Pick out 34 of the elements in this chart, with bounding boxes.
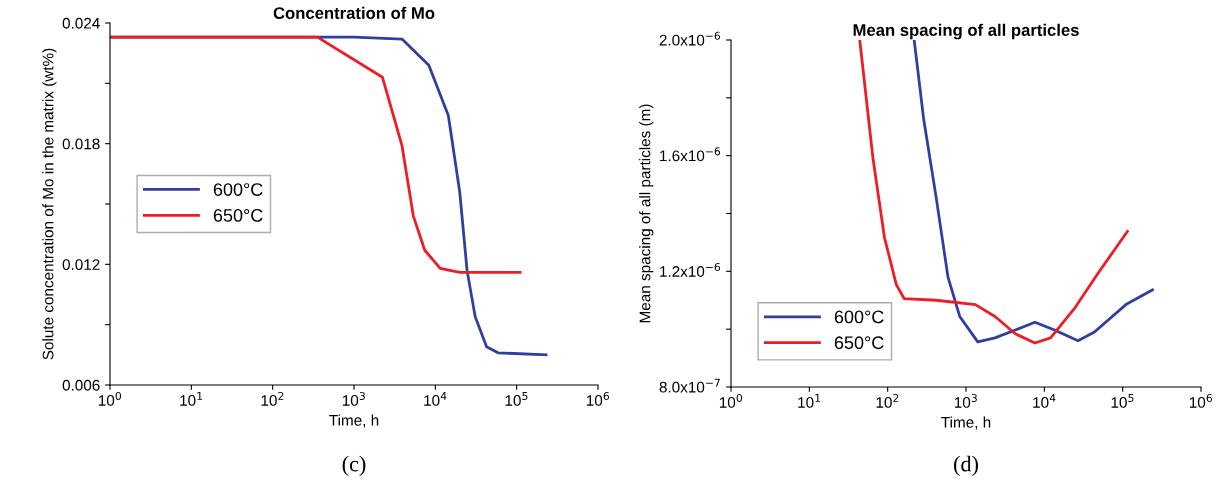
y-tick-label: 2.0x10$^{−6}$: [659, 31, 721, 46]
text: (d): [954, 455, 978, 476]
y-tick-label: 8.0x10$^{−7}$: [659, 378, 720, 393]
x-tick-label: 10$^{5}$: [1111, 394, 1134, 408]
legend-label: 600°C: [834, 310, 884, 324]
x-axis-title: Time, h: [941, 416, 991, 430]
chart-title: Concentration of Mo: [273, 6, 435, 19]
y-tick-label: 1.2x10$^{−6}$: [660, 262, 721, 277]
x-tick-label: 10$^{0}$: [98, 391, 122, 406]
x-tick-label: 10$^{6}$: [586, 391, 610, 406]
text: (c): [342, 455, 366, 476]
y-axis-title: Mean spacing of all particles (m): [639, 104, 654, 323]
x-tick-label: 10$^{4}$: [1033, 394, 1056, 408]
legend-label: 650°C: [213, 208, 263, 222]
legend-label: 600°C: [213, 183, 263, 196]
x-tick-label: 10$^{1}$: [180, 392, 203, 406]
x-tick-label: 10$^{3}$: [342, 391, 365, 406]
y-tick-label: 0.006: [62, 379, 100, 391]
x-tick-label: 10$^{1}$: [798, 394, 821, 408]
x-tick-label: 10$^{0}$: [719, 393, 743, 408]
chart-title: Mean spacing of all particles: [853, 23, 1079, 40]
y-axis-title: Solute concentration of Mo in the matrix (wt%): [42, 48, 57, 360]
x-axis-title: Time, h: [329, 414, 379, 428]
x-tick-label: 10$^{2}$: [261, 391, 284, 406]
legend-label: 650°C: [834, 336, 884, 350]
y-tick-label: 0.024: [62, 17, 100, 29]
y-tick-label: 0.018: [62, 138, 100, 150]
x-tick-label: 10$^{4}$: [424, 392, 447, 406]
y-tick-label: 1.6x10$^{−6}$: [660, 147, 721, 162]
x-tick-label: 10$^{3}$: [954, 393, 977, 408]
y-tick-label: 0.012: [62, 259, 100, 271]
x-tick-label: 10$^{6}$: [1189, 393, 1213, 408]
x-tick-label: 10$^{5}$: [505, 392, 528, 406]
x-tick-label: 10$^{2}$: [876, 393, 899, 408]
